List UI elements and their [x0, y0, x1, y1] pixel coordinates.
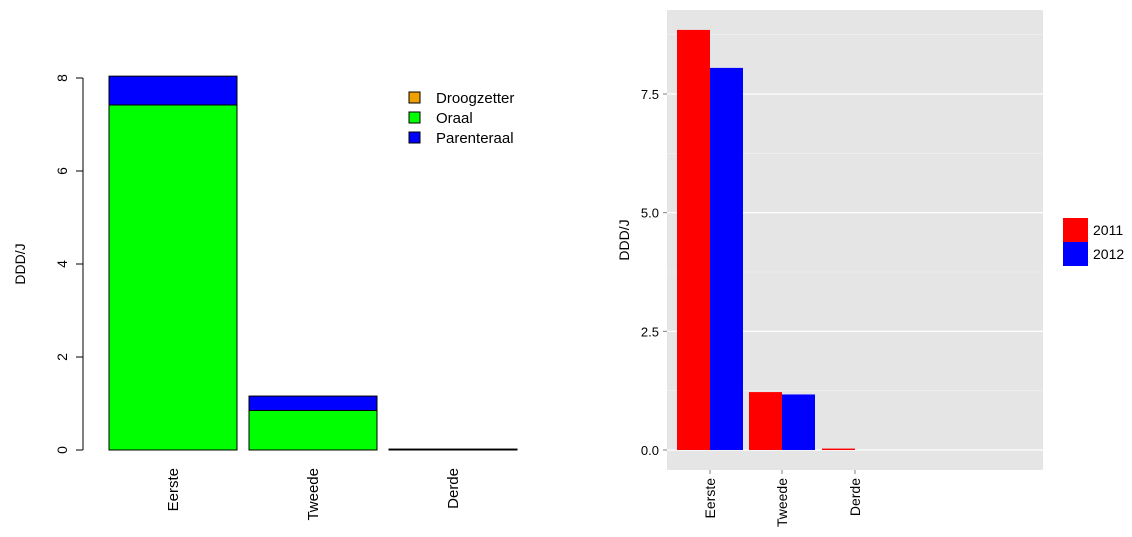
right-y-tick-label: 0.0	[641, 443, 659, 458]
left-chart: 0 2 4 6 8 Eerste Tweede Derde DDD/J Droogzette…	[12, 74, 518, 521]
left-bars	[108, 75, 518, 451]
right-legend-swatch-2011	[1063, 218, 1088, 242]
left-legend-label-droogzetter: Droogzetter	[436, 90, 514, 107]
right-legend: 2011 2012	[1063, 218, 1124, 266]
left-x-tick-label-derde: Derde	[445, 468, 462, 509]
right-x-tick-label-eerste: Eerste	[702, 478, 718, 519]
left-legend-label-oraal: Oraal	[436, 110, 473, 127]
left-bar-eerste-parenteraal	[108, 75, 238, 106]
right-x-tick-labels: Eerste Tweede Derde	[702, 470, 863, 527]
left-legend-swatch-parenteraal	[408, 131, 421, 144]
left-y-tick-label: 6	[54, 167, 70, 175]
left-y-tick-label: 8	[54, 74, 70, 82]
right-x-tick-label-derde: Derde	[847, 478, 863, 516]
right-bar-eerste-2011	[677, 29, 710, 450]
left-x-tick-label-eerste: Eerste	[165, 468, 182, 511]
left-legend: Droogzetter Oraal Parenteraal	[408, 90, 514, 147]
left-bar-derde-parenteraal	[388, 448, 518, 451]
left-legend-swatch-oraal	[408, 111, 421, 124]
right-y-tick-label: 7.5	[641, 87, 659, 102]
right-chart: 0.0 2.5 5.0 7.5 Eerste Tweede Derde DDD/J 201…	[616, 10, 1124, 527]
left-y-ticks: 0 2 4 6 8	[54, 74, 83, 454]
right-y-tick-label: 5.0	[641, 206, 659, 221]
left-legend-label-parenteraal: Parenteraal	[436, 130, 514, 147]
right-bars	[677, 29, 855, 450]
right-bar-eerste-2012	[710, 67, 743, 450]
left-x-tick-label-tweede: Tweede	[305, 468, 322, 521]
left-x-tick-labels: Eerste Tweede Derde	[165, 468, 462, 521]
left-bar-eerste-oraal	[108, 104, 238, 451]
right-bar-tweede-2011	[749, 392, 782, 450]
left-bar-tweede-oraal	[248, 409, 378, 451]
right-legend-swatch-2012	[1063, 242, 1088, 266]
left-y-tick-label: 2	[54, 353, 70, 361]
right-bar-tweede-2012	[782, 394, 815, 450]
right-y-tick-label: 2.5	[641, 324, 659, 339]
right-x-tick-label-tweede: Tweede	[774, 478, 790, 527]
right-y-ticks: 0.0 2.5 5.0 7.5	[641, 87, 667, 458]
left-bar-tweede-parenteraal	[248, 395, 378, 411]
left-y-axis-label: DDD/J	[12, 243, 28, 284]
left-legend-swatch-droogzetter	[408, 91, 421, 104]
left-y-tick-label: 4	[54, 260, 70, 268]
right-legend-label-2011: 2011	[1093, 222, 1123, 238]
right-y-axis-label: DDD/J	[616, 219, 632, 260]
right-legend-label-2012: 2012	[1093, 246, 1124, 262]
right-bar-derde-2011	[822, 448, 855, 450]
left-y-tick-label: 0	[54, 446, 70, 454]
